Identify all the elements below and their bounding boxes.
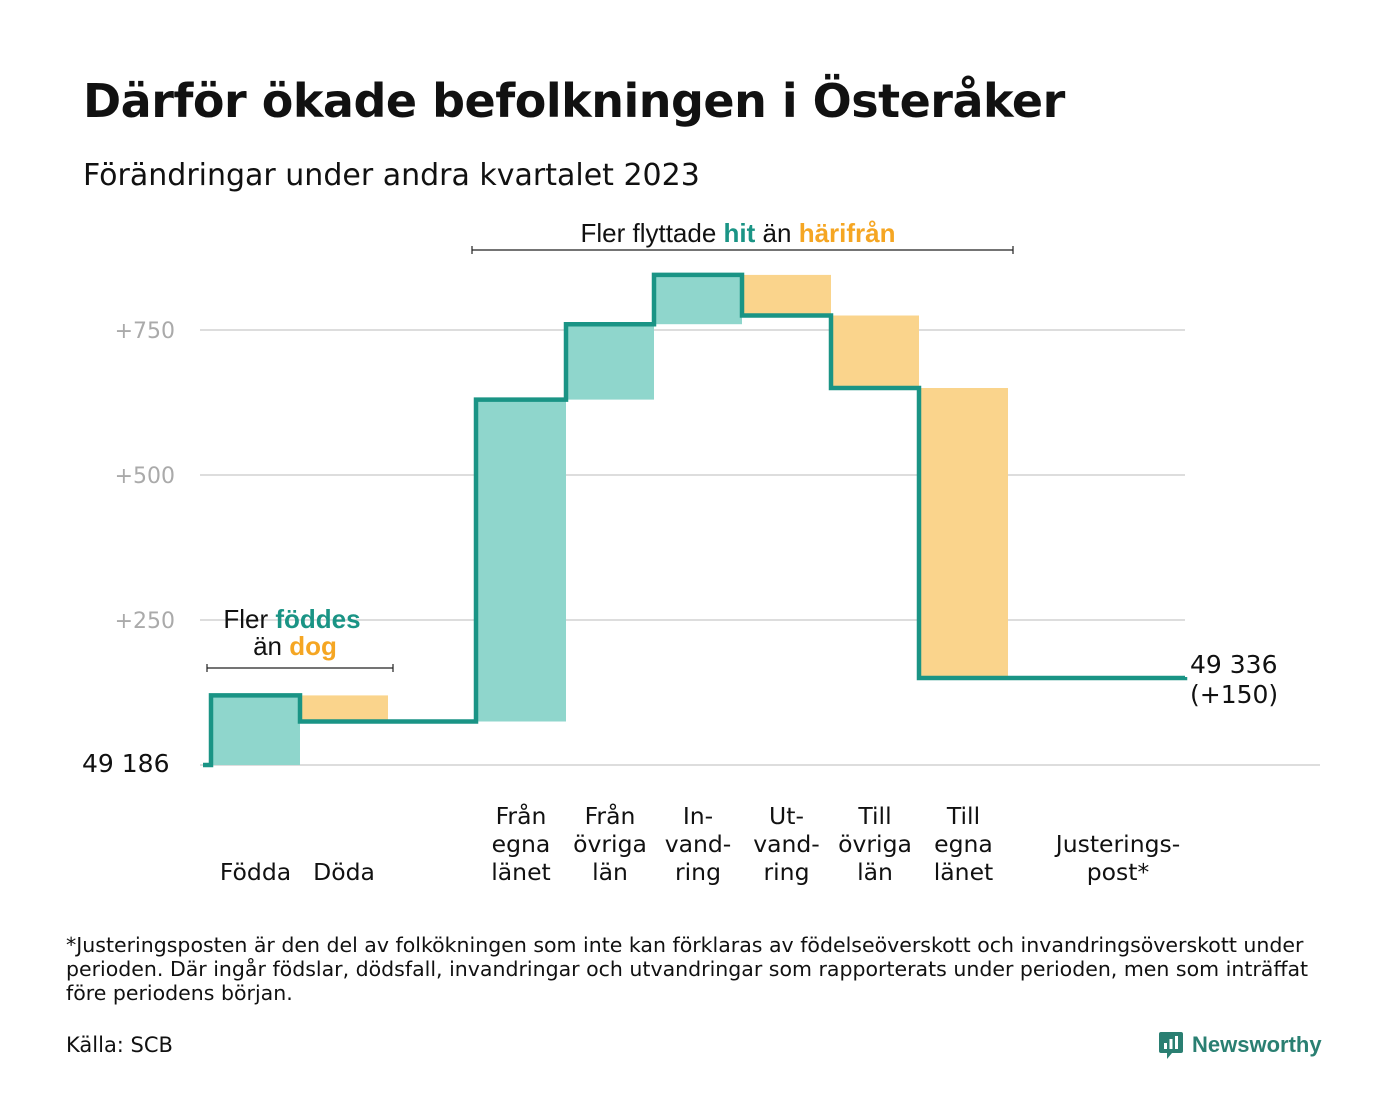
bar-outflow [831, 315, 919, 388]
category-label: Från egna länet [491, 802, 551, 886]
births-annotation-line2: än dog [253, 631, 337, 661]
bar-inflow [566, 324, 654, 400]
start-value-label: 49 186 [82, 749, 169, 778]
category-label: Till övriga län [838, 802, 912, 886]
bar-inflow [211, 695, 300, 765]
cumulative-line [203, 272, 1188, 768]
brand-name: Newsworthy [1192, 1032, 1322, 1057]
bar-outflow [742, 274, 831, 316]
category-label: In-vand-ring [665, 802, 732, 886]
bar-inflow [654, 274, 742, 325]
category-label: Ut-vand-ring [753, 802, 820, 886]
bar-inflow [476, 399, 566, 722]
chart-title: Därför ökade befolkningen i Österåker [83, 74, 1065, 128]
births-annotation-line1: Fler föddes [223, 604, 360, 634]
newsworthy-logo-icon [1159, 1032, 1183, 1059]
source-credit: Källa: SCB [66, 1033, 173, 1057]
births-bracket [206, 664, 394, 672]
end-value-label: 49 336 [1190, 650, 1277, 679]
bar-outflow [919, 388, 1008, 678]
chart-subtitle: Förändringar under andra kvartalet 2023 [83, 158, 700, 193]
category-label: Döda [313, 858, 375, 886]
y-tick-label: +750 [115, 319, 175, 344]
brand-logo: Newsworthy [1158, 1028, 1322, 1062]
category-label: Från övriga län [573, 802, 647, 886]
category-label: Justerings-post* [1054, 830, 1180, 886]
migration-bracket [471, 246, 1014, 254]
category-label: Till egna länet [934, 802, 994, 886]
footnote: *Justeringsposten är den del av folkökni… [66, 933, 1309, 1005]
waterfall-chart: +250 +500 +750 Födda Döda Från egna länet Från öv… [82, 218, 1320, 886]
migration-annotation: Fler flyttade hit än härifrån [580, 218, 895, 248]
y-tick-label: +500 [115, 464, 175, 489]
bar-outflow [300, 695, 388, 722]
category-label: Födda [220, 858, 291, 886]
end-change-label: (+150) [1190, 680, 1278, 709]
y-tick-label: +250 [115, 609, 175, 634]
